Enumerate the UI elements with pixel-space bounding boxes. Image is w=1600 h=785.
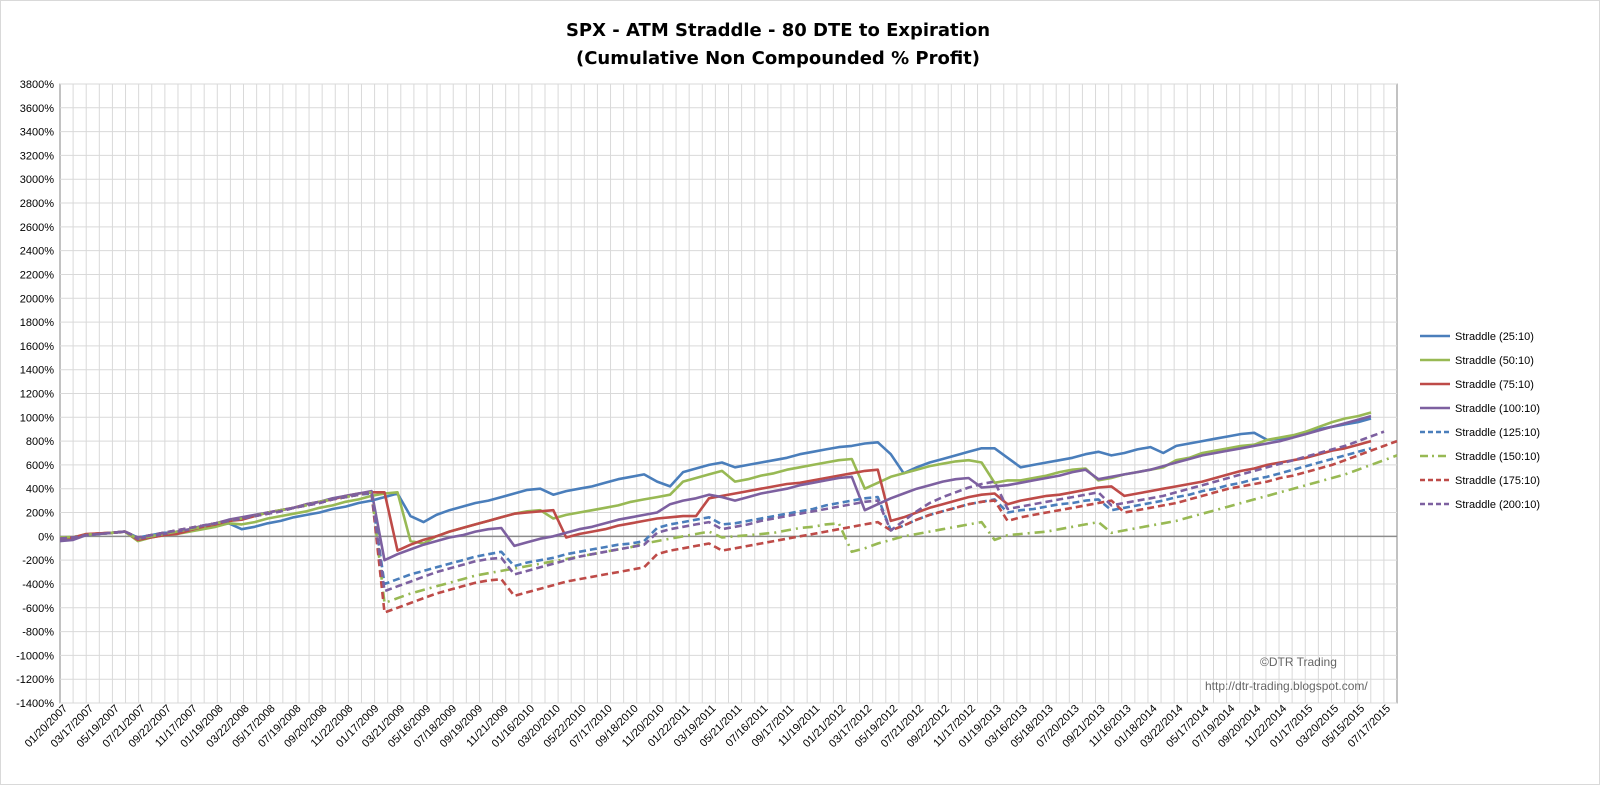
y-tick-label: 200% [26,508,54,520]
series-line-7 [59,439,1398,614]
legend-label-7: Straddle (175:10) [1455,475,1540,487]
legend: Straddle (25:10) Straddle (50:10) Straddle… [1420,331,1540,511]
y-tick-label: 2600% [20,222,54,234]
legend-label-1: Straddle (25:10) [1455,331,1534,343]
series-line-6 [59,454,1398,605]
y-tick-label: -1200% [16,674,54,686]
y-tick-label: -1400% [16,698,54,710]
y-tick-label: 3000% [20,174,54,186]
series-line-1 [59,417,1372,542]
y-tick-label: 1600% [20,341,54,353]
y-tick-label: -1000% [16,650,54,662]
y-tick-label: 2200% [20,269,54,281]
y-tick-label: 3200% [20,150,54,162]
chart-title: SPX - ATM Straddle - 80 DTE to Expiratio… [566,20,990,41]
y-tick-label: 800% [26,436,54,448]
plot-area: -1400% -1200% -1000% -800% -600% -400% -200% 0%… [16,79,1398,750]
y-tick-label: 2000% [20,293,54,305]
y-tick-label: 2400% [20,246,54,258]
y-tick-label: 1000% [20,412,54,424]
credit-copyright: ©DTR Trading [1260,655,1337,669]
y-tick-label: 3800% [20,79,54,91]
y-tick-label: 3600% [20,103,54,115]
y-tick-label: 2800% [20,198,54,210]
y-tick-label: 3400% [20,127,54,139]
legend-label-8: Straddle (200:10) [1455,499,1540,511]
credit-url: http://dtr-trading.blogspot.com/ [1205,679,1368,693]
y-tick-label: -800% [22,627,54,639]
y-tick-label: 600% [26,460,54,472]
y-tick-label: 1200% [20,389,54,401]
series-line-8 [59,430,1385,593]
legend-label-4: Straddle (100:10) [1455,403,1540,415]
chart-subtitle: (Cumulative Non Compounded % Profit) [576,48,980,69]
legend-label-6: Straddle (150:10) [1455,451,1540,463]
y-tick-label: 1400% [20,365,54,377]
legend-label-5: Straddle (125:10) [1455,427,1540,439]
legend-label-3: Straddle (75:10) [1455,379,1534,391]
y-tick-label: 0% [38,531,54,543]
y-tick-label: -200% [22,555,54,567]
y-tick-label: 1800% [20,317,54,329]
y-tick-label: -600% [22,603,54,615]
legend-label-2: Straddle (50:10) [1455,355,1534,367]
y-tick-label: 400% [26,484,54,496]
y-tick-label: -400% [22,579,54,591]
